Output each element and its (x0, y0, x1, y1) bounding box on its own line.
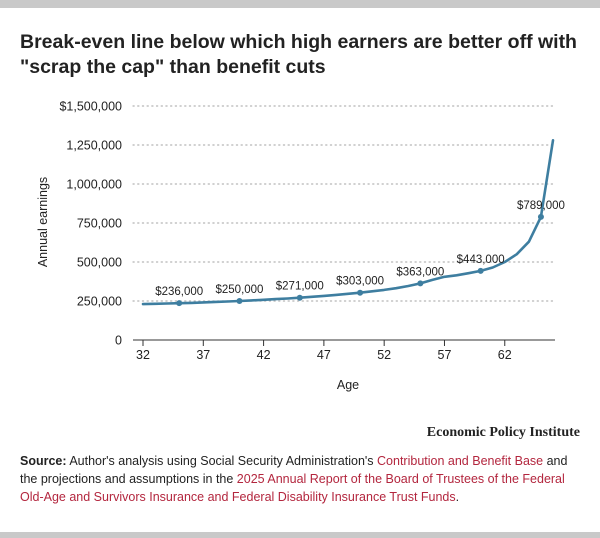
data-label: $789,000 (517, 200, 565, 212)
line-chart: 0 250,000 500,000 750,000 1,000,000 1,250,000… (36, 100, 565, 393)
y-tick-label: 250,000 (77, 295, 122, 309)
x-axis-label: Age (337, 378, 359, 392)
data-label: $236,000 (155, 286, 203, 298)
x-tick-label: 62 (498, 348, 512, 362)
data-point-marker (417, 280, 424, 287)
y-tick-label: 1,250,000 (66, 139, 122, 153)
source-text-1: Author's analysis using Social Security … (66, 454, 378, 468)
source-text-2: and the projections and assumptions in t… (20, 454, 568, 486)
grid-lines (132, 105, 556, 302)
x-tick-label: 32 (136, 348, 150, 362)
y-tick-label: $1,500,000 (59, 100, 122, 114)
y-tick-label: 1,000,000 (66, 178, 122, 192)
source-label: Source: (20, 454, 67, 468)
data-label: $271,000 (276, 281, 324, 293)
y-axis-label: Annual earnings (36, 177, 50, 267)
source-note: Source: Author's analysis using Social S… (20, 452, 580, 506)
x-tick-label: 37 (196, 348, 210, 362)
data-point-marker (236, 298, 243, 304)
top-border (0, 0, 600, 8)
x-tick-label: 52 (377, 348, 391, 362)
source-link-trustees-report[interactable]: 2025 Annual Report of the Board of Trust… (20, 472, 565, 504)
y-tick-label: 500,000 (77, 256, 122, 270)
data-label: $250,000 (215, 284, 263, 296)
data-point-marker (357, 289, 364, 296)
x-tick-label: 47 (317, 348, 331, 362)
data-label: $443,000 (457, 254, 505, 266)
chart-title: Break-even line below which high earners… (20, 31, 577, 78)
data-point-marker (296, 294, 303, 301)
bottom-border (0, 532, 600, 538)
y-axis-ticks: 0 250,000 500,000 750,000 1,000,000 1,250,000… (59, 100, 122, 348)
earnings-line (141, 139, 555, 306)
data-label: $303,000 (336, 276, 384, 288)
data-point-marker (537, 213, 544, 220)
data-label: $363,000 (396, 266, 444, 278)
x-tick-label: 42 (257, 348, 271, 362)
series-layer (141, 139, 555, 306)
x-tick-label: 57 (438, 348, 452, 362)
annotation-layer: $236,000 $250,000 $271,000 $303,000 $363,000… (155, 200, 565, 307)
y-tick-label: 0 (115, 334, 122, 348)
data-point-marker (477, 267, 484, 274)
source-link-contribution-base[interactable]: Contribution and Benefit Base (377, 454, 544, 468)
brand-logo-text: Economic Policy Institute (426, 425, 580, 440)
x-axis: 32 37 42 47 52 57 62 (133, 339, 555, 362)
y-tick-label: 750,000 (77, 217, 122, 231)
data-point-marker (176, 300, 183, 307)
source-text-3: . (455, 490, 460, 504)
